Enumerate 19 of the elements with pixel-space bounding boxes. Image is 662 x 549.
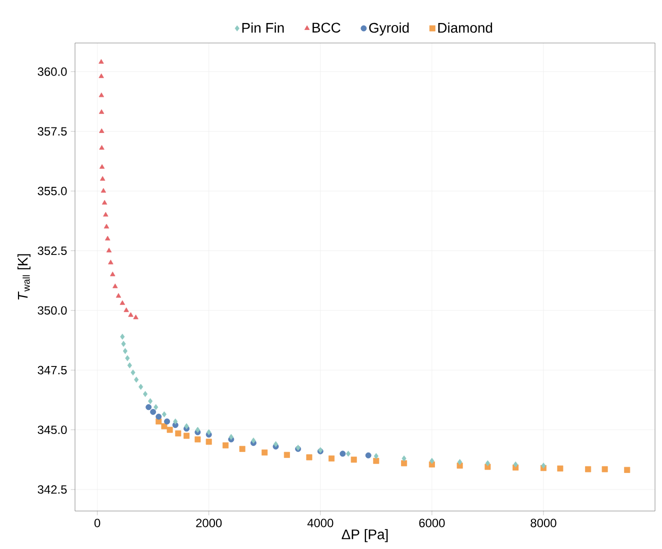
x-tick-label: 2000 xyxy=(196,518,222,528)
y-tick-label: 347.5 xyxy=(38,366,67,374)
x-axis-title: ΔP [Pa] xyxy=(342,529,388,542)
legend-label: Gyroid xyxy=(369,22,409,36)
legend-label: Diamond xyxy=(438,22,492,33)
y-tick-label: 342.5 xyxy=(38,485,67,494)
y-tick-label: 355.0 xyxy=(38,186,67,196)
x-tick-label: 8000 xyxy=(530,518,556,528)
y-tick-label: 352.5 xyxy=(38,246,67,255)
x-tick-label: 4000 xyxy=(307,518,334,528)
x-tick-label: 0 xyxy=(94,518,100,528)
y-axis-title: T$_{wall}$ [K] xyxy=(17,254,30,300)
y-tick-label: 357.5 xyxy=(38,127,67,136)
legend-label: BCC xyxy=(312,22,340,33)
x-tick-label: 6000 xyxy=(419,518,445,528)
y-tick-label: 360.0 xyxy=(38,67,67,76)
y-tick-label: 345.0 xyxy=(38,426,67,434)
y-tick-label: 350.0 xyxy=(38,306,67,315)
legend-label: Pin Fin xyxy=(242,22,284,33)
